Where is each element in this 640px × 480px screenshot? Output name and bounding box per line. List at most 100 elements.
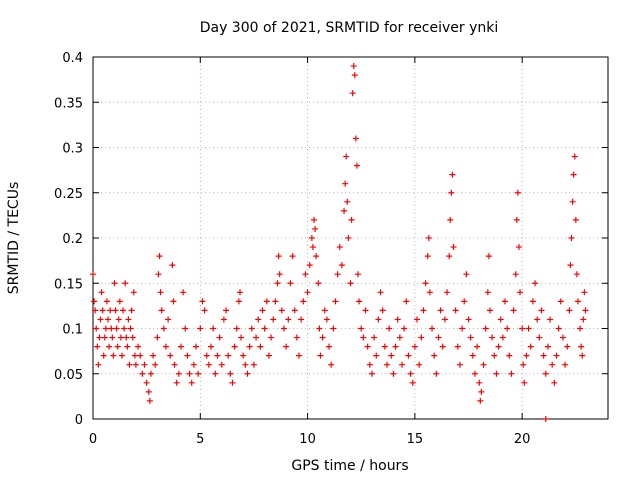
data-point [276, 271, 283, 278]
data-point [564, 343, 571, 350]
data-point [540, 352, 547, 359]
data-point [193, 343, 199, 350]
data-point [469, 352, 476, 359]
data-point [145, 388, 152, 395]
data-point [375, 316, 382, 323]
data-point [426, 289, 433, 296]
data-point [356, 298, 363, 305]
data-point [289, 253, 296, 260]
data-point [578, 343, 585, 350]
data-point [124, 343, 131, 350]
points-layer [90, 63, 589, 422]
data-point [102, 325, 109, 332]
data-point [388, 352, 395, 359]
data-point [437, 307, 444, 314]
data-point [418, 334, 425, 341]
data-point [547, 316, 554, 323]
data-point [309, 244, 316, 251]
data-point [555, 325, 562, 332]
data-point [551, 379, 558, 386]
y-tick-label: 0.15 [54, 277, 83, 292]
data-point [422, 280, 429, 287]
grid-layer [93, 57, 608, 419]
data-point [431, 352, 438, 359]
x-axis-label: GPS time / hours [291, 458, 408, 474]
data-point [137, 352, 144, 359]
data-point [559, 334, 566, 341]
y-tick-label: 0.05 [54, 368, 83, 383]
data-point [298, 316, 305, 323]
data-point [105, 316, 112, 323]
data-point [394, 316, 401, 323]
data-point [118, 352, 125, 359]
data-point [128, 307, 135, 314]
data-point [409, 379, 416, 386]
x-tick-label: 0 [89, 432, 97, 447]
data-point [519, 325, 526, 332]
data-point [306, 262, 313, 269]
data-point [355, 271, 362, 278]
data-point [100, 352, 107, 359]
data-point [476, 379, 483, 386]
data-point [489, 334, 496, 341]
data-point [287, 280, 294, 287]
data-point [447, 216, 454, 223]
data-point [170, 298, 177, 305]
data-point [141, 361, 148, 368]
data-point [456, 361, 463, 368]
data-point [381, 343, 388, 350]
data-point [255, 316, 262, 323]
data-point [510, 307, 517, 314]
data-point [523, 352, 530, 359]
data-point [407, 370, 414, 377]
data-point [506, 352, 513, 359]
data-point [529, 298, 536, 305]
data-point [351, 72, 358, 79]
data-point [480, 361, 487, 368]
data-point [345, 235, 352, 241]
y-axis-label: SRMTID / TECUs [6, 182, 22, 295]
data-point [275, 253, 282, 260]
data-point [424, 253, 431, 260]
data-point [567, 262, 574, 269]
data-point [184, 352, 191, 359]
data-point [154, 334, 161, 341]
data-point [121, 325, 128, 332]
data-point [512, 271, 519, 278]
data-point [580, 316, 587, 323]
data-point [471, 370, 478, 377]
data-point [446, 253, 453, 260]
data-point [97, 316, 104, 323]
data-point [502, 298, 508, 305]
data-point [444, 289, 451, 296]
data-point [259, 307, 266, 314]
data-point [514, 189, 521, 196]
data-point [91, 298, 98, 305]
data-point [246, 343, 253, 350]
tick-layer: 0 0.05 0.1 0.15 0.2 0.25 0.3 0.35 0.4 0 5 10 15 20 [54, 51, 608, 447]
data-point [165, 316, 172, 323]
data-point [182, 325, 189, 332]
data-point [414, 316, 421, 323]
data-point [334, 271, 341, 278]
data-point [342, 180, 349, 187]
data-point [311, 216, 318, 223]
data-point [229, 379, 236, 386]
data-point [452, 307, 459, 314]
data-point [150, 352, 157, 359]
data-point [441, 316, 448, 323]
data-point [349, 90, 356, 97]
data-point [399, 361, 405, 368]
data-point [573, 271, 580, 278]
data-point [459, 325, 466, 332]
data-point [571, 153, 578, 160]
data-point [175, 370, 182, 377]
data-point [300, 298, 307, 305]
data-point [261, 325, 268, 332]
data-point [465, 316, 472, 323]
data-point [347, 280, 354, 287]
data-point [344, 198, 351, 205]
data-point [486, 307, 493, 314]
data-point [499, 334, 506, 341]
data-point [173, 379, 180, 386]
